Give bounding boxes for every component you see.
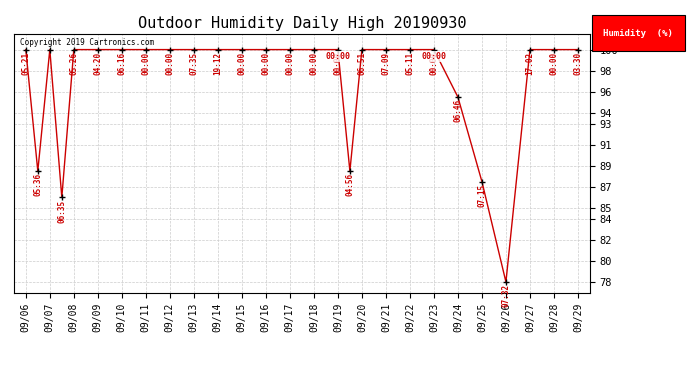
Title: Outdoor Humidity Daily High 20190930: Outdoor Humidity Daily High 20190930 bbox=[137, 16, 466, 31]
Text: 00:00: 00:00 bbox=[166, 52, 175, 75]
Text: 00:00: 00:00 bbox=[286, 52, 295, 75]
Text: 06:46: 06:46 bbox=[453, 99, 462, 122]
Text: 03:30: 03:30 bbox=[573, 52, 582, 75]
Text: 07:32: 07:32 bbox=[502, 284, 511, 307]
Text: 00:00: 00:00 bbox=[549, 52, 558, 75]
Text: 04:20: 04:20 bbox=[93, 52, 102, 75]
Text: 05:11: 05:11 bbox=[406, 52, 415, 75]
Text: 07:09: 07:09 bbox=[382, 52, 391, 75]
Text: 06:16: 06:16 bbox=[117, 52, 126, 75]
Text: 00:00: 00:00 bbox=[141, 52, 150, 75]
Text: 00:00: 00:00 bbox=[333, 52, 342, 75]
Text: 00:00: 00:00 bbox=[309, 52, 318, 75]
Text: 05:21: 05:21 bbox=[21, 52, 30, 75]
Text: 06:35: 06:35 bbox=[57, 200, 66, 223]
Text: 05:36: 05:36 bbox=[33, 173, 42, 196]
Text: 17:02: 17:02 bbox=[525, 52, 535, 75]
Text: 00:00: 00:00 bbox=[429, 52, 438, 75]
Text: 00:00: 00:00 bbox=[326, 52, 351, 61]
Text: 07:15: 07:15 bbox=[477, 184, 486, 207]
Text: 19:12: 19:12 bbox=[213, 52, 222, 75]
Text: 05:26: 05:26 bbox=[69, 52, 79, 75]
Text: 07:35: 07:35 bbox=[189, 52, 198, 75]
Text: 00:00: 00:00 bbox=[422, 52, 446, 61]
Text: Humidity  (%): Humidity (%) bbox=[603, 28, 673, 38]
Text: 04:56: 04:56 bbox=[346, 173, 355, 196]
Text: 06:51: 06:51 bbox=[357, 52, 366, 75]
Text: 00:00: 00:00 bbox=[237, 52, 246, 75]
Text: Copyright 2019 Cartronics.com: Copyright 2019 Cartronics.com bbox=[19, 38, 154, 46]
Text: 00:00: 00:00 bbox=[262, 52, 270, 75]
